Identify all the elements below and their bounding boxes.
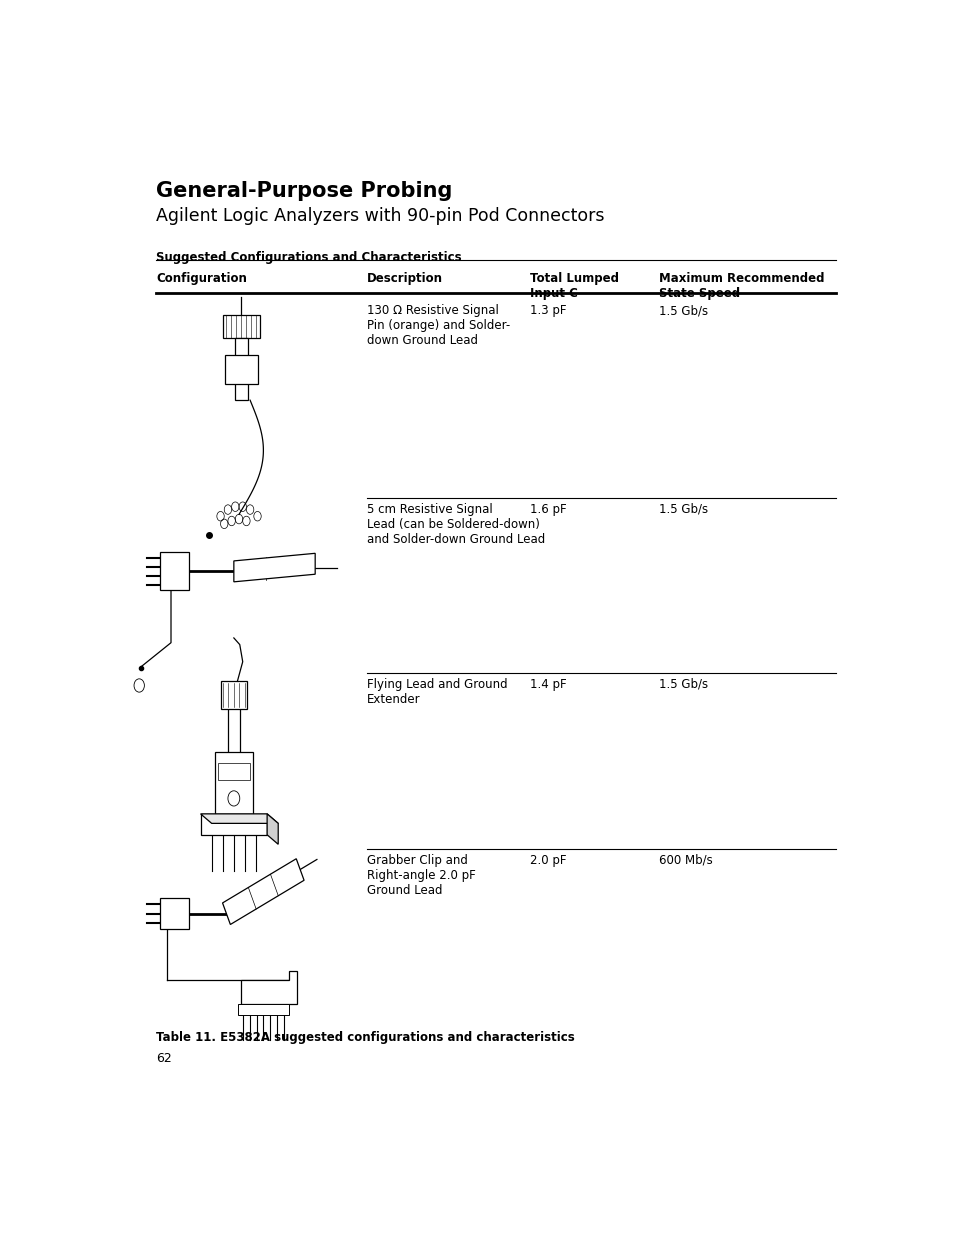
Text: Suggested Configurations and Characteristics: Suggested Configurations and Characteris… — [156, 251, 461, 264]
Bar — [160, 552, 190, 590]
Bar — [222, 315, 259, 338]
Text: Description: Description — [367, 272, 442, 285]
Polygon shape — [241, 971, 296, 1004]
Bar — [217, 763, 250, 779]
Text: 1.5 Gb/s: 1.5 Gb/s — [659, 678, 707, 690]
Text: Table 11. E5382A suggested configurations and characteristics: Table 11. E5382A suggested configuration… — [156, 1031, 575, 1044]
Text: 1.5 Gb/s: 1.5 Gb/s — [659, 503, 707, 516]
Text: 600 Mb/s: 600 Mb/s — [659, 853, 712, 867]
Bar — [220, 680, 247, 709]
Text: 5 cm Resistive Signal
Lead (can be Soldered-down)
and Solder-down Ground Lead: 5 cm Resistive Signal Lead (can be Solde… — [367, 503, 544, 546]
Text: Maximum Recommended
State Speed: Maximum Recommended State Speed — [659, 272, 823, 300]
Polygon shape — [233, 553, 314, 582]
Text: Total Lumped
Input C: Total Lumped Input C — [529, 272, 618, 300]
Bar — [225, 354, 257, 384]
Text: Agilent Logic Analyzers with 90-pin Pod Connectors: Agilent Logic Analyzers with 90-pin Pod … — [156, 207, 604, 225]
Polygon shape — [200, 814, 278, 824]
Text: 1.4 pF: 1.4 pF — [529, 678, 566, 690]
Bar — [234, 338, 248, 400]
Bar — [200, 814, 267, 835]
Bar — [237, 1004, 289, 1015]
Bar — [160, 899, 190, 929]
Text: 1.6 pF: 1.6 pF — [529, 503, 566, 516]
Text: Configuration: Configuration — [156, 272, 247, 285]
Text: 1.5 Gb/s: 1.5 Gb/s — [659, 304, 707, 317]
Text: 1.3 pF: 1.3 pF — [529, 304, 565, 317]
Text: General-Purpose Probing: General-Purpose Probing — [156, 182, 452, 201]
Text: 2.0 pF: 2.0 pF — [529, 853, 565, 867]
Text: Flying Lead and Ground
Extender: Flying Lead and Ground Extender — [367, 678, 507, 706]
Bar — [214, 752, 253, 814]
Text: Grabber Clip and
Right-angle 2.0 pF
Ground Lead: Grabber Clip and Right-angle 2.0 pF Grou… — [367, 853, 476, 897]
Polygon shape — [222, 858, 304, 925]
Text: 130 Ω Resistive Signal
Pin (orange) and Solder-
down Ground Lead: 130 Ω Resistive Signal Pin (orange) and … — [367, 304, 510, 347]
Text: 62: 62 — [156, 1052, 172, 1065]
Polygon shape — [267, 814, 278, 845]
